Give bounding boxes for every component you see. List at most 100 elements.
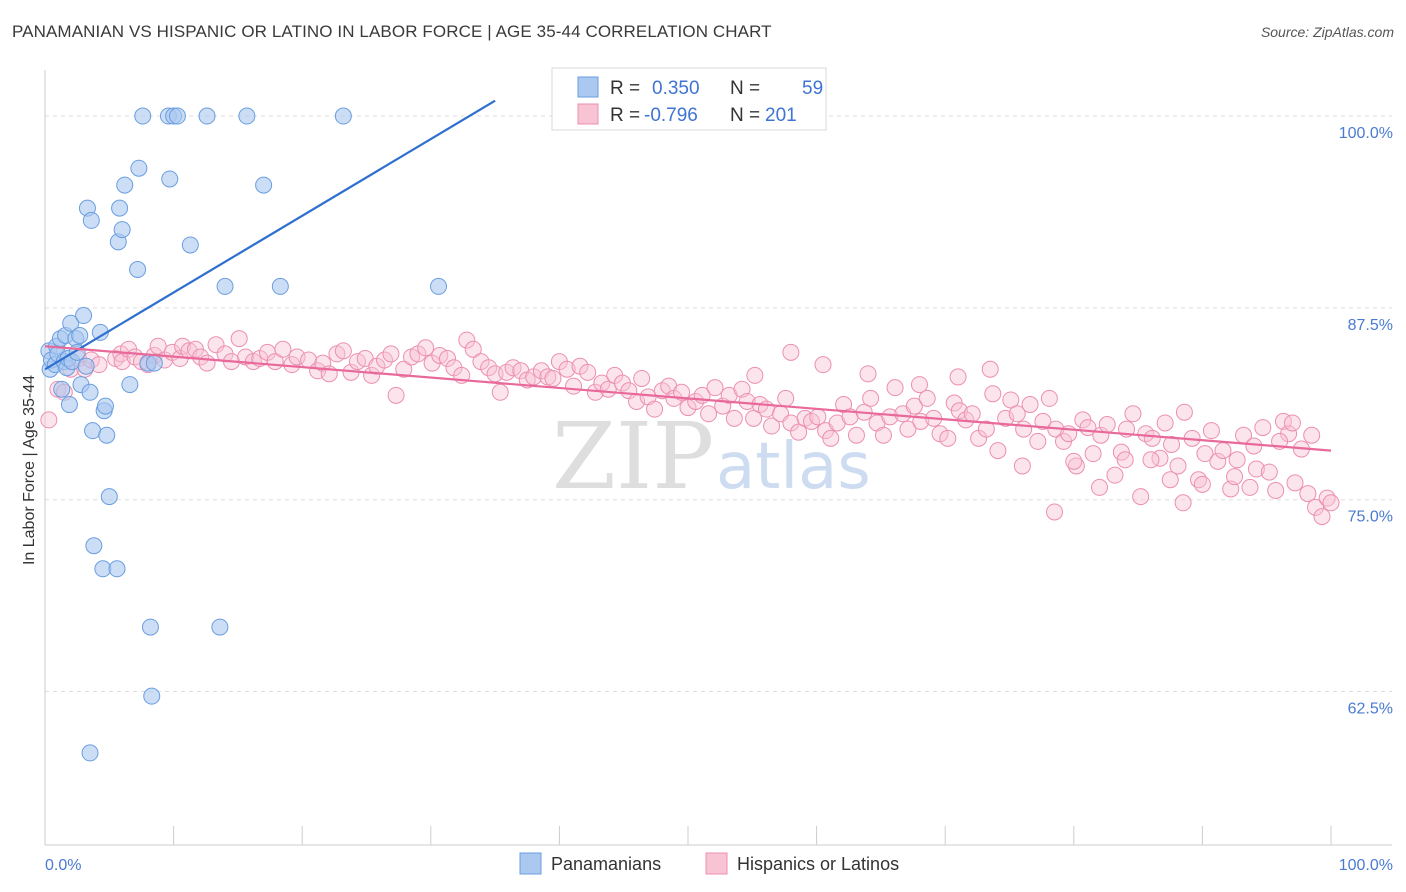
data-point-hispanics bbox=[777, 389, 795, 407]
data-point-panamanians bbox=[94, 560, 112, 578]
data-point-panamanians bbox=[100, 488, 118, 506]
data-point-hispanics bbox=[1322, 494, 1340, 512]
data-point-hispanics bbox=[874, 426, 892, 444]
data-point-hispanics bbox=[1193, 475, 1211, 493]
data-point-hispanics bbox=[544, 369, 562, 387]
data-point-hispanics bbox=[1245, 437, 1263, 455]
data-point-hispanics bbox=[1151, 449, 1169, 467]
data-point-hispanics bbox=[687, 392, 705, 410]
data-point-hispanics bbox=[673, 383, 691, 401]
data-point-hispanics bbox=[1169, 457, 1187, 475]
legend-n-label: N = bbox=[730, 78, 760, 99]
data-point-panamanians bbox=[98, 426, 116, 444]
bottom-legend-panamanians: Panamanians bbox=[551, 854, 661, 874]
data-point-hispanics bbox=[1015, 420, 1033, 438]
data-point-hispanics bbox=[1303, 426, 1321, 444]
data-point-hispanics bbox=[1067, 457, 1085, 475]
x-tick-labels: 0.0% 100.0% bbox=[45, 857, 1393, 874]
data-point-hispanics bbox=[439, 350, 457, 368]
data-point-panamanians bbox=[255, 176, 273, 194]
data-point-hispanics bbox=[464, 340, 482, 358]
source-label: Source: ZipAtlas.com bbox=[1260, 24, 1394, 40]
data-point-hispanics bbox=[198, 354, 216, 372]
data-point-hispanics bbox=[950, 402, 968, 420]
data-point-hispanics bbox=[1008, 405, 1026, 423]
data-point-hispanics bbox=[1013, 457, 1031, 475]
data-point-hispanics bbox=[1040, 389, 1058, 407]
data-point-hispanics bbox=[700, 405, 718, 423]
data-point-hispanics bbox=[579, 363, 597, 381]
data-point-hispanics bbox=[1143, 429, 1161, 447]
series-panamanians-points bbox=[40, 107, 448, 762]
data-point-hispanics bbox=[491, 383, 509, 401]
data-point-hispanics bbox=[1267, 481, 1285, 499]
legend-r-value: -0.796 bbox=[644, 105, 698, 126]
data-point-hispanics bbox=[458, 331, 476, 349]
data-point-panamanians bbox=[141, 618, 159, 636]
data-point-hispanics bbox=[859, 365, 877, 383]
data-point-panamanians bbox=[77, 357, 95, 375]
chart-title: PANAMANIAN VS HISPANIC OR LATINO IN LABO… bbox=[12, 22, 772, 41]
data-point-hispanics bbox=[1286, 474, 1304, 492]
watermark-zip: ZIP bbox=[552, 403, 714, 510]
data-point-panamanians bbox=[238, 107, 256, 125]
data-point-hispanics bbox=[1163, 435, 1181, 453]
data-point-panamanians bbox=[181, 236, 199, 254]
data-point-hispanics bbox=[376, 351, 394, 369]
data-point-hispanics bbox=[822, 429, 840, 447]
data-point-hispanics bbox=[1116, 451, 1134, 469]
data-point-hispanics bbox=[334, 342, 352, 360]
data-point-panamanians bbox=[134, 107, 152, 125]
data-point-hispanics bbox=[1046, 503, 1064, 521]
y-tick-label: 87.5% bbox=[1348, 317, 1393, 334]
data-point-panamanians bbox=[216, 277, 234, 295]
data-point-panamanians bbox=[113, 221, 131, 239]
data-point-hispanics bbox=[886, 379, 904, 397]
legend-swatch-pink bbox=[577, 103, 599, 125]
data-point-hispanics bbox=[565, 377, 583, 395]
legend-r-value: 0.350 bbox=[652, 78, 700, 99]
data-point-panamanians bbox=[108, 560, 126, 578]
data-point-hispanics bbox=[939, 429, 957, 447]
data-point-hispanics bbox=[1241, 478, 1259, 496]
data-point-hispanics bbox=[395, 360, 413, 378]
data-point-hispanics bbox=[1106, 466, 1124, 484]
data-point-panamanians bbox=[75, 307, 93, 325]
data-point-hispanics bbox=[981, 360, 999, 378]
data-point-hispanics bbox=[918, 389, 936, 407]
data-point-panamanians bbox=[85, 537, 103, 555]
data-point-hispanics bbox=[1084, 445, 1102, 463]
data-point-panamanians bbox=[198, 107, 216, 125]
data-point-panamanians bbox=[116, 176, 134, 194]
data-point-hispanics bbox=[1299, 485, 1317, 503]
data-point-hispanics bbox=[782, 343, 800, 361]
axes bbox=[44, 70, 1392, 846]
y-tick-label: 62.5% bbox=[1348, 701, 1393, 718]
data-point-hispanics bbox=[706, 379, 724, 397]
data-point-panamanians bbox=[84, 422, 102, 440]
bottom-legend-hispanics: Hispanics or Latinos bbox=[737, 854, 899, 874]
data-point-hispanics bbox=[1283, 414, 1301, 432]
data-point-hispanics bbox=[949, 368, 967, 386]
data-point-hispanics bbox=[905, 397, 923, 415]
data-point-hispanics bbox=[763, 417, 781, 435]
legend-swatch-blue bbox=[577, 76, 599, 98]
data-point-hispanics bbox=[989, 442, 1007, 460]
data-point-hispanics bbox=[963, 405, 981, 423]
data-point-hispanics bbox=[1209, 452, 1227, 470]
data-point-panamanians bbox=[81, 744, 99, 762]
data-point-panamanians bbox=[53, 380, 71, 398]
data-point-panamanians bbox=[96, 397, 114, 415]
legend-n-value: 59 bbox=[802, 78, 823, 99]
legend-n-label: N = bbox=[730, 105, 760, 126]
x-tick-label: 0.0% bbox=[45, 857, 81, 874]
trend-lines bbox=[44, 99, 1332, 452]
data-point-hispanics bbox=[1091, 478, 1109, 496]
data-point-hispanics bbox=[746, 366, 764, 384]
data-point-hispanics bbox=[725, 409, 743, 427]
data-point-hispanics bbox=[745, 409, 763, 427]
data-point-hispanics bbox=[984, 385, 1002, 403]
data-point-hispanics bbox=[847, 426, 865, 444]
data-point-hispanics bbox=[814, 356, 832, 374]
